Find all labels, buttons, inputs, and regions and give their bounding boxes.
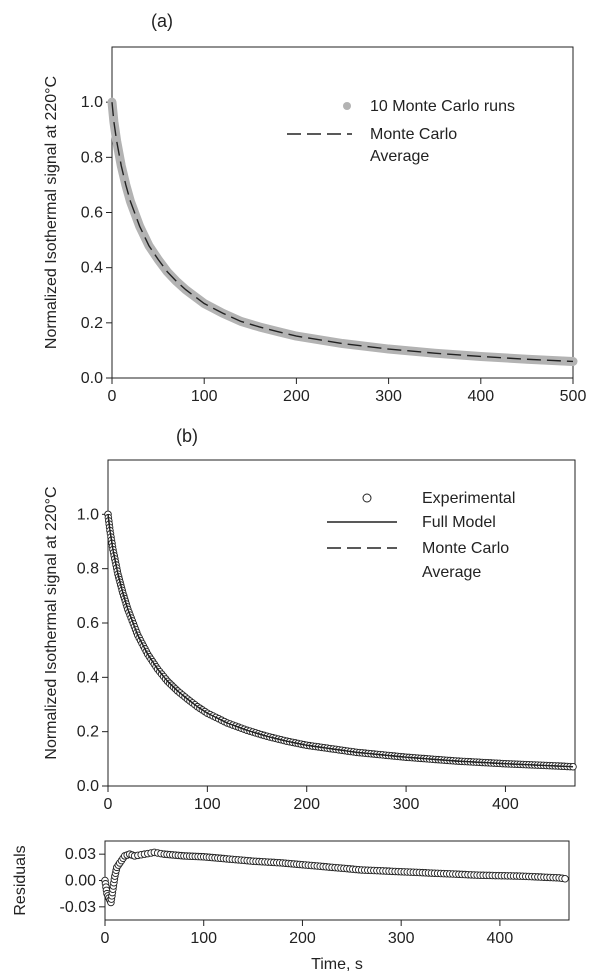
x-tick-label: 0	[108, 388, 117, 405]
legend-symbol-circle	[362, 493, 372, 503]
plot-frame	[107, 459, 576, 787]
legend-label: Experimental	[422, 490, 515, 507]
monte-carlo-average-line	[107, 514, 574, 768]
y-tick-label: 0.0	[77, 778, 99, 795]
y-tick-label: 1.0	[81, 94, 103, 111]
y-axis-label: Residuals	[12, 845, 29, 915]
panel-label: (b)	[176, 426, 198, 446]
x-tick-label: 300	[393, 796, 420, 813]
y-axis-label: Normalized Isothermal signal at 220°C	[43, 76, 60, 349]
x-tick-label: 100	[194, 796, 221, 813]
x-tick-label: 400	[492, 796, 519, 813]
x-tick-label: 0	[104, 796, 113, 813]
legend-label: Monte Carlo	[370, 126, 457, 143]
y-tick-label: 0.03	[65, 846, 96, 863]
x-tick-label: 100	[190, 930, 217, 947]
y-tick-label: 0.4	[77, 669, 99, 686]
y-axis-label: Normalized Isothermal signal at 220°C	[43, 486, 60, 759]
y-tick-label: 0.8	[81, 149, 103, 166]
y-tick-label: 0.6	[77, 615, 99, 632]
x-tick-label: 0	[101, 930, 110, 947]
x-tick-label: 200	[293, 796, 320, 813]
monte-carlo-run-point	[523, 355, 531, 363]
x-axis-label: Time, s	[311, 956, 363, 973]
plot-frame	[111, 46, 574, 379]
legend-label: Average	[370, 148, 429, 165]
panel-label: (a)	[151, 11, 173, 31]
y-tick-label: 0.2	[77, 724, 99, 741]
monte-carlo-runs-band	[107, 97, 578, 366]
y-tick-label: -0.03	[60, 899, 97, 916]
data-point	[561, 874, 569, 883]
y-tick-label: 0.8	[77, 561, 99, 578]
x-tick-label: 400	[467, 388, 494, 405]
monte-carlo-run-point	[339, 340, 346, 348]
y-tick-label: 0.6	[81, 205, 103, 222]
chart-panel-residuals: 0 100 200 300 400 -0.03 0.00 0.03 Residuals Time,…	[12, 840, 570, 973]
legend-label: Full Model	[422, 514, 496, 531]
x-tick-label: 100	[191, 388, 218, 405]
monte-carlo-run-point	[113, 137, 121, 145]
legend-symbol-dot	[343, 102, 351, 110]
chart-panel-b: 0 100 200 300 400 0.0 0.2 0.4 0.6 0.8 1.0 Normalize…	[43, 426, 577, 813]
x-tick-label: 300	[388, 930, 415, 947]
y-tick-label: 0.00	[65, 873, 96, 890]
chart-panel-a: 0 100 200 300 400 500 0.0 0.2 0.4 0.6 0.8 1.0 Normal…	[43, 11, 586, 405]
y-tick-label: 0.0	[81, 370, 103, 387]
x-tick-label: 200	[289, 930, 316, 947]
monte-carlo-run-point	[110, 117, 118, 125]
y-tick-label: 0.4	[81, 260, 103, 277]
legend-label: Average	[422, 564, 481, 581]
x-tick-label: 300	[375, 388, 402, 405]
x-tick-label: 400	[487, 930, 514, 947]
legend-label: 10 Monte Carlo runs	[370, 98, 515, 115]
monte-carlo-average-line	[111, 102, 574, 363]
y-tick-label: 0.2	[81, 315, 103, 332]
x-tick-label: 200	[283, 388, 310, 405]
x-tick-label: 500	[560, 388, 587, 405]
legend-label: Monte Carlo	[422, 540, 509, 557]
y-tick-label: 1.0	[77, 506, 99, 523]
